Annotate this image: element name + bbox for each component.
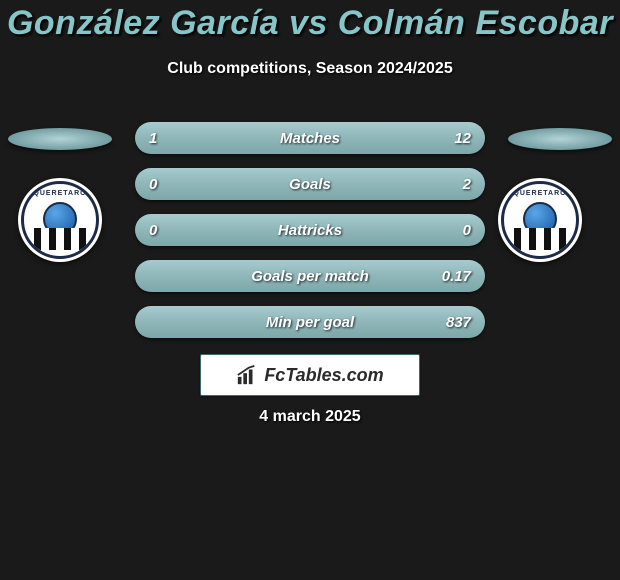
- stat-label: Goals: [219, 176, 401, 193]
- stat-right-value: 2: [401, 176, 485, 193]
- right-badge-text: QUERETARO: [504, 190, 576, 197]
- stat-row: 1Matches12: [135, 122, 485, 154]
- left-club-badge: QUERETARO: [18, 178, 102, 262]
- stat-label: Matches: [219, 130, 401, 147]
- badge-stripes: [34, 228, 86, 250]
- page-title: González García vs Colmán Escobar: [0, 4, 620, 43]
- badge-stripes: [514, 228, 566, 250]
- stat-row: Goals per match0.17: [135, 260, 485, 292]
- stat-row: Min per goal837: [135, 306, 485, 338]
- left-badge-text: QUERETARO: [24, 190, 96, 197]
- stat-right-value: 0: [401, 222, 485, 239]
- date-text: 4 march 2025: [0, 408, 620, 426]
- bar-chart-icon: [236, 364, 258, 386]
- stat-row: 0Hattricks0: [135, 214, 485, 246]
- stat-label: Min per goal: [219, 314, 401, 331]
- stat-left-value: 0: [135, 176, 219, 193]
- badge-inner: QUERETARO: [21, 181, 99, 259]
- right-club-badge: QUERETARO: [498, 178, 582, 262]
- brand-text: FcTables.com: [264, 365, 383, 386]
- stat-right-value: 0.17: [401, 268, 485, 285]
- stat-left-value: 0: [135, 222, 219, 239]
- stat-label: Hattricks: [219, 222, 401, 239]
- page-subtitle: Club competitions, Season 2024/2025: [0, 60, 620, 78]
- brand-box: FcTables.com: [200, 354, 420, 396]
- stat-label: Goals per match: [219, 268, 401, 285]
- left-player-shadow: [8, 128, 112, 150]
- stat-left-value: 1: [135, 130, 219, 147]
- comparison-card: González García vs Colmán Escobar Club c…: [0, 0, 620, 580]
- stat-right-value: 12: [401, 130, 485, 147]
- stat-row: 0Goals2: [135, 168, 485, 200]
- right-player-shadow: [508, 128, 612, 150]
- badge-inner: QUERETARO: [501, 181, 579, 259]
- stat-right-value: 837: [401, 314, 485, 331]
